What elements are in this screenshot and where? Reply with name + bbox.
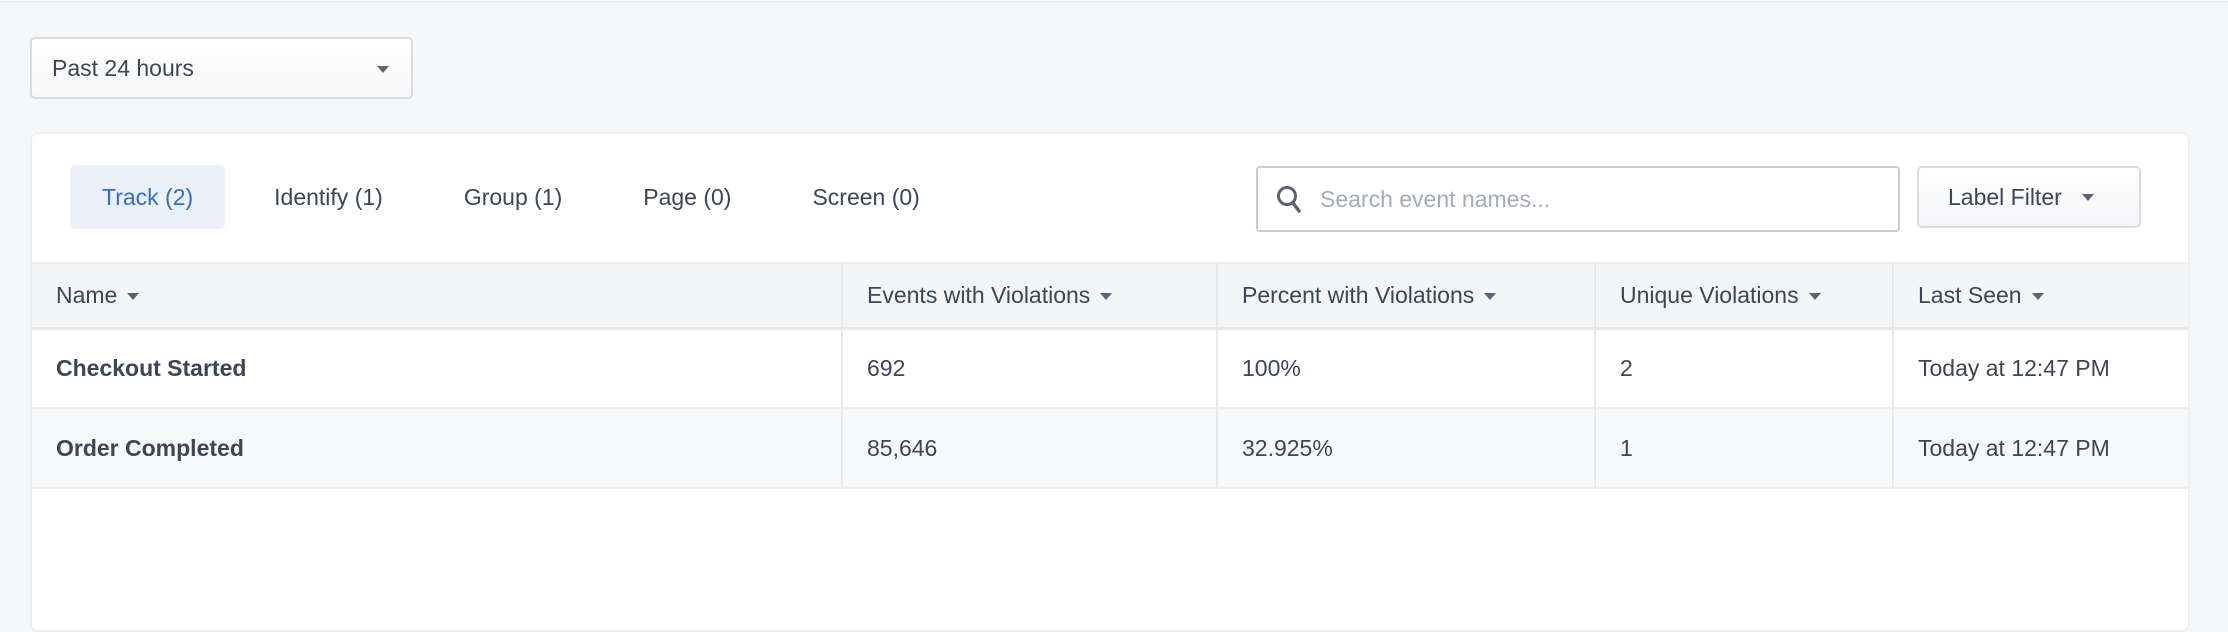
sort-caret-icon — [1100, 293, 1113, 301]
column-header-name[interactable]: Name — [32, 262, 843, 330]
top-divider — [0, 0, 2228, 3]
table-row[interactable]: Order Completed 85,646 32.925% 1 Today a… — [32, 408, 2188, 489]
sort-caret-icon — [127, 293, 140, 301]
tab-identify[interactable]: Identify (1) — [274, 183, 383, 210]
caret-down-icon — [2081, 193, 2094, 201]
time-range-dropdown[interactable]: Past 24 hours — [30, 37, 413, 99]
search-icon — [1277, 186, 1301, 213]
percent-with-violations: 100% — [1217, 328, 1596, 409]
events-with-violations: 85,646 — [842, 408, 1218, 489]
label-filter-label: Label Filter — [1948, 183, 2062, 210]
time-range-value: Past 24 hours — [52, 54, 194, 81]
column-header-unique[interactable]: Unique Violations — [1595, 262, 1894, 330]
label-filter-button[interactable]: Label Filter — [1917, 166, 2141, 228]
event-type-tabs: Track (2) Identify (1) Group (1) Page (0… — [70, 165, 969, 229]
last-seen: Today at 12:47 PM — [1893, 328, 2188, 409]
sort-caret-icon — [1484, 293, 1497, 301]
table-row[interactable]: Checkout Started 692 100% 2 Today at 12:… — [32, 328, 2188, 409]
percent-with-violations: 32.925% — [1217, 408, 1596, 489]
tab-page[interactable]: Page (0) — [643, 183, 732, 210]
column-label: Name — [56, 281, 118, 308]
sort-caret-icon — [2031, 293, 2044, 301]
caret-down-icon — [377, 66, 389, 73]
tab-screen[interactable]: Screen (0) — [812, 183, 920, 210]
column-label: Percent with Violations — [1242, 281, 1475, 308]
event-name[interactable]: Order Completed — [32, 408, 843, 489]
unique-violations: 1 — [1595, 408, 1894, 489]
table-header-row: Name Events with Violations Percent with… — [32, 262, 2188, 330]
column-header-events[interactable]: Events with Violations — [842, 262, 1218, 330]
unique-violations: 2 — [1595, 328, 1894, 409]
column-label: Unique Violations — [1620, 281, 1799, 308]
events-with-violations: 692 — [842, 328, 1218, 409]
events-table: Name Events with Violations Percent with… — [32, 262, 2188, 489]
column-header-last-seen[interactable]: Last Seen — [1893, 262, 2188, 330]
events-card: Track (2) Identify (1) Group (1) Page (0… — [30, 132, 2190, 632]
tab-group[interactable]: Group (1) — [463, 183, 563, 210]
search-box[interactable] — [1256, 166, 1900, 232]
event-name[interactable]: Checkout Started — [32, 328, 843, 409]
last-seen: Today at 12:47 PM — [1893, 408, 2188, 489]
column-label: Last Seen — [1918, 281, 2022, 308]
sort-caret-icon — [1808, 293, 1821, 301]
search-input[interactable] — [1320, 185, 1880, 213]
column-header-percent[interactable]: Percent with Violations — [1217, 262, 1596, 330]
column-label: Events with Violations — [867, 281, 1091, 308]
tab-track[interactable]: Track (2) — [70, 165, 226, 229]
